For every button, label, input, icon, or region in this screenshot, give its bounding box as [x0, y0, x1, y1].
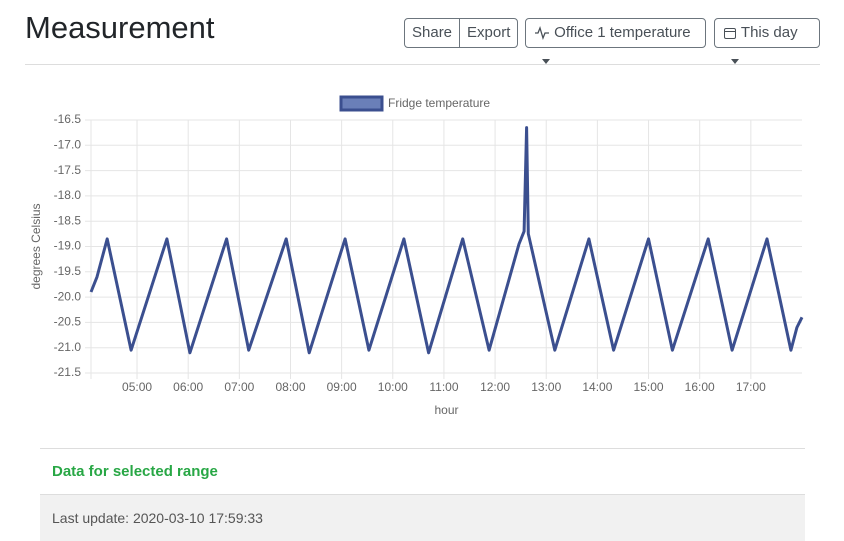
x-tick-label: 11:00 [429, 380, 458, 394]
range-heading: Data for selected range [52, 463, 218, 480]
x-axis-label: hour [434, 403, 458, 417]
legend-swatch [339, 95, 384, 112]
y-tick-label: -18.5 [54, 213, 82, 227]
x-tick-label: 15:00 [634, 380, 664, 394]
y-tick-label: -18.0 [54, 188, 82, 202]
x-tick-label: 09:00 [327, 380, 357, 394]
share-button[interactable]: Share [412, 24, 453, 41]
y-tick-label: -21.0 [54, 340, 82, 354]
last-update: Last update: 2020-03-10 17:59:33 [52, 510, 263, 526]
x-tick-label: 17:00 [736, 380, 766, 394]
y-tick-label: -19.5 [54, 264, 82, 278]
divider [25, 64, 820, 65]
x-tick-label: 06:00 [173, 380, 203, 394]
x-tick-label: 14:00 [582, 380, 612, 394]
y-tick-label: -16.5 [54, 112, 82, 126]
y-tick-label: -17.5 [54, 163, 82, 177]
y-tick-label: -21.5 [54, 365, 82, 379]
pulse-icon [535, 26, 549, 41]
x-tick-label: 05:00 [122, 380, 152, 394]
button-group: Share Export [404, 18, 519, 48]
x-tick-label: 12:00 [480, 380, 510, 394]
y-tick-label: -20.5 [54, 315, 82, 329]
export-button[interactable]: Export [459, 19, 517, 47]
page-title: Measurement [25, 10, 215, 45]
y-tick-label: -17.0 [54, 137, 82, 151]
chart: -16.5 -17.0 -17.5 -18.0 -18.5 -19.0 -19.5 -20.0… [29, 95, 804, 417]
y-axis-label: degrees Celsius [29, 203, 43, 289]
range-label: This day [740, 24, 798, 41]
x-tick-label: 08:00 [275, 380, 305, 394]
y-tick-label: -20.0 [54, 289, 82, 303]
x-tick-label: 07:00 [224, 380, 254, 394]
sensor-label: Office 1 temperature [554, 24, 691, 41]
range-dropdown[interactable]: This day [714, 18, 820, 64]
x-tick-label: 16:00 [685, 380, 715, 394]
y-tick-label: -19.0 [54, 239, 82, 253]
x-tick-label: 13:00 [531, 380, 561, 394]
legend-label: Fridge temperature [388, 96, 490, 110]
data-line [89, 126, 804, 355]
sensor-dropdown[interactable]: Office 1 temperature [525, 18, 706, 64]
calendar-icon [724, 28, 736, 40]
footer: Last update: 2020-03-10 17:59:33 [40, 494, 805, 541]
divider [40, 448, 805, 449]
x-tick-label: 10:00 [378, 380, 408, 394]
